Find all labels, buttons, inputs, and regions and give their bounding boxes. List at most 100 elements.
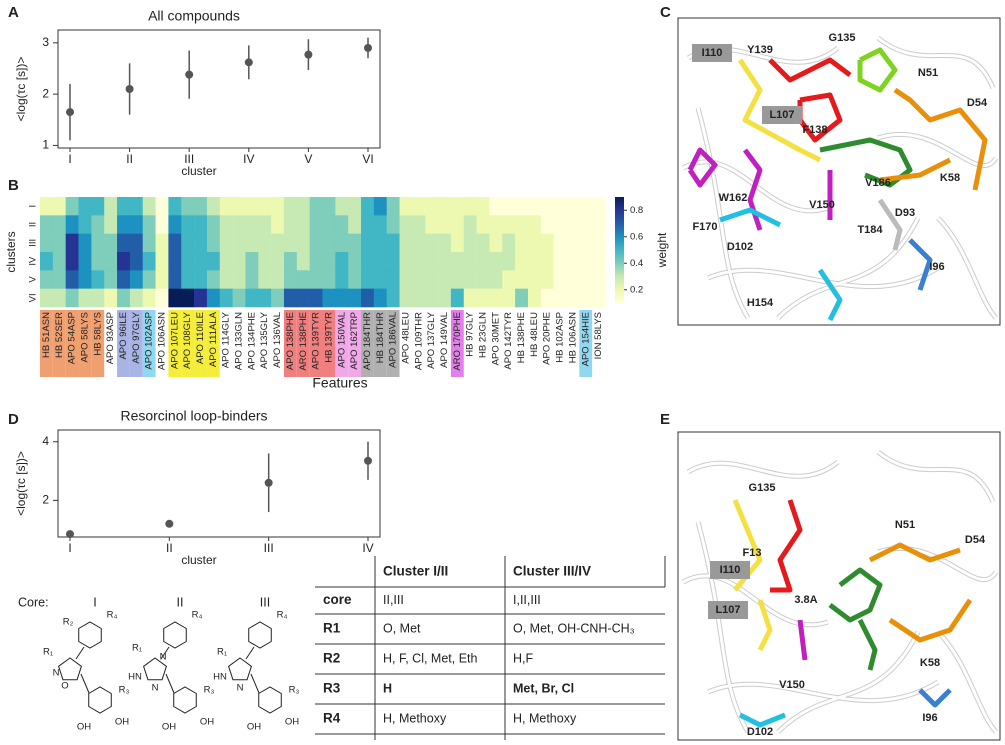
table-cell: H, Methoxy: [383, 711, 447, 725]
feature-highlight: [335, 310, 349, 377]
feature-label: APO 138PHE: [285, 312, 296, 370]
feature-highlight: [450, 310, 464, 377]
heat-cell: [361, 233, 375, 253]
atom-label: HN: [213, 672, 227, 683]
heat-cell: [348, 233, 362, 253]
heat-cell: [540, 233, 554, 253]
heat-cell: [78, 215, 92, 234]
feature-highlight: [52, 310, 66, 377]
row-label: III: [28, 239, 39, 247]
residue-stick: [719, 207, 782, 228]
heat-cell: [232, 270, 246, 289]
heat-cell: [463, 215, 477, 234]
core-label: Core:: [18, 595, 49, 609]
heat-cell: [476, 288, 490, 308]
heat-cell: [438, 252, 452, 271]
atom-label: R₃: [204, 685, 215, 696]
feature-highlight: [168, 310, 182, 377]
point: [264, 478, 273, 487]
heat-cell: [129, 197, 144, 216]
residue-label: D102: [747, 726, 773, 738]
table-cell: H, Methoxy: [513, 711, 577, 725]
heat-cell: [515, 197, 529, 216]
feature-label: APO 97GLY: [131, 311, 142, 363]
heat-cell: [206, 215, 221, 234]
x-tick-label: III: [264, 541, 274, 555]
heat-cell: [592, 215, 606, 234]
feature-highlight: [373, 310, 387, 377]
label-box: [762, 106, 802, 124]
heat-cell: [181, 215, 195, 234]
heat-cell: [515, 252, 529, 271]
ribbon-edge: [877, 450, 995, 503]
panel-letter: C: [660, 4, 671, 21]
heat-cell: [65, 270, 79, 289]
residue-stick: [797, 619, 808, 661]
heat-cell: [142, 233, 156, 253]
feature-label: HB 51ASN: [41, 312, 52, 358]
residue-label: L107: [769, 109, 794, 121]
heat-cell: [142, 215, 156, 234]
heat-cell: [527, 270, 542, 289]
heat-cell: [52, 215, 66, 234]
ribbon-edge: [877, 546, 998, 581]
atom-label: N: [237, 683, 244, 694]
core-name: I: [93, 595, 96, 609]
heat-cell: [129, 252, 144, 271]
heat-cell: [65, 215, 79, 234]
heat-cell: [245, 197, 259, 216]
heat-cell: [52, 270, 66, 289]
heat-cell: [335, 233, 349, 253]
heat-cell: [592, 252, 606, 271]
table-cell: II,III: [383, 593, 404, 607]
residue-label: K58: [940, 172, 960, 184]
heat-cell: [527, 288, 542, 308]
heat-cell: [463, 197, 477, 216]
heat-cell: [438, 270, 452, 289]
heat-cell: [527, 215, 542, 234]
heat-cell: [78, 197, 92, 216]
heat-cell: [91, 197, 105, 216]
feature-highlight: [348, 310, 362, 377]
heat-cell: [515, 233, 529, 253]
heat-cell: [373, 288, 388, 308]
heat-cell: [373, 233, 388, 253]
x-tick-label: I: [68, 152, 71, 166]
atom-label: R₁: [43, 647, 53, 658]
plot-frame: [57, 429, 381, 538]
feature-label: APO 136VAL: [272, 312, 283, 368]
heat-cell: [117, 215, 131, 234]
residue-label: G135: [829, 32, 856, 44]
heat-cell: [104, 288, 118, 308]
feature-label: APO 184THR: [362, 312, 373, 370]
heat-cell: [168, 233, 182, 253]
residue-stick: [857, 47, 898, 93]
label-box: [692, 44, 732, 62]
ribbon-edge: [696, 107, 750, 319]
atom-label: R₄: [192, 610, 203, 621]
heat-cell: [540, 215, 554, 234]
heat-cell: [579, 288, 593, 308]
heat-cell: [592, 270, 606, 289]
heat-cell: [258, 252, 272, 271]
colorbar-tick-label: 0.2: [630, 284, 643, 295]
feature-highlight: [206, 310, 220, 377]
heat-cell: [412, 233, 426, 253]
feature-label: HB 102ASP: [555, 312, 566, 363]
heat-cell: [463, 270, 477, 289]
heat-cell: [489, 215, 503, 234]
heat-cell: [399, 270, 413, 289]
feature-label: APO 114GLY: [221, 311, 232, 368]
heat-cell: [117, 270, 131, 289]
heat-cell: [142, 288, 156, 308]
ribbon-edge: [682, 574, 829, 627]
heat-cell: [579, 270, 593, 289]
heat-cell: [271, 197, 285, 216]
heat-cell: [232, 197, 246, 216]
heat-cell: [194, 252, 208, 271]
label-box: [708, 601, 748, 619]
panel-letter: E: [660, 411, 670, 428]
heat-cell: [502, 197, 516, 216]
feature-label: APO 186VAL: [388, 312, 399, 368]
heat-cell: [40, 215, 54, 234]
